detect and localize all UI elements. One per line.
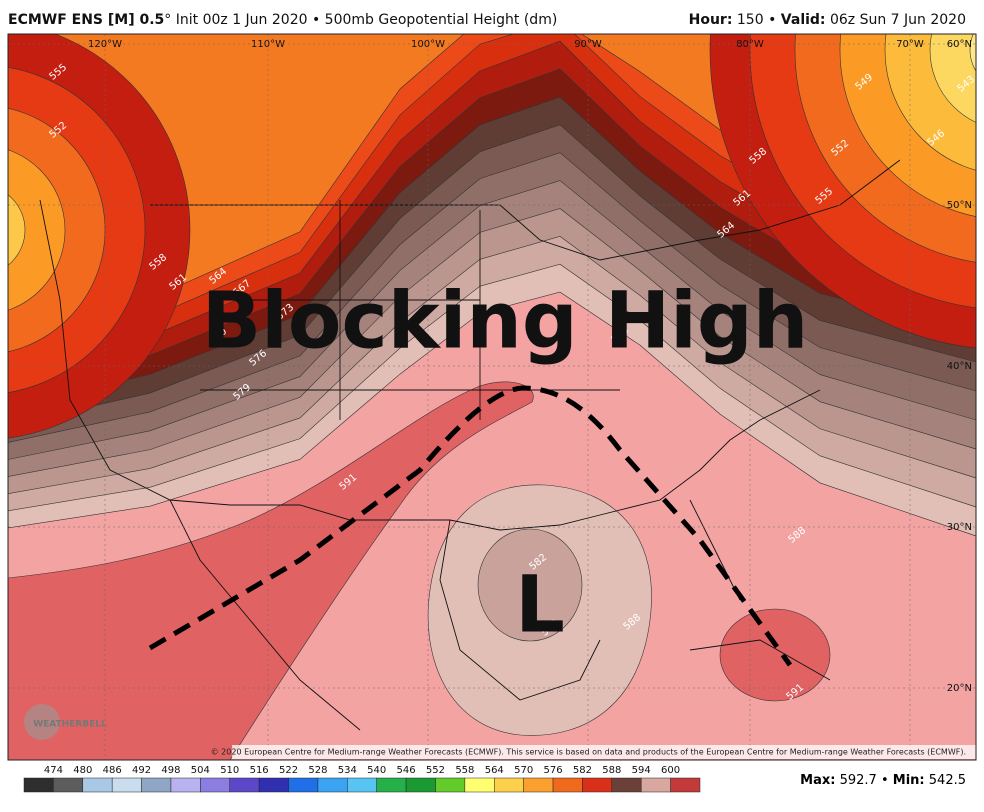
colorbar-label: 558 xyxy=(455,765,474,776)
min-value: 542.5 xyxy=(929,773,966,788)
longitude-label: 80°W xyxy=(736,39,764,50)
stats: Max: 592.7 • Min: 542.5 xyxy=(800,773,966,788)
low-annotation: L xyxy=(515,560,565,650)
colorbar-cell xyxy=(111,777,142,793)
border xyxy=(39,199,821,531)
degree: ° xyxy=(164,12,171,28)
colorbar-label: 588 xyxy=(602,765,621,776)
header-right: Hour: 150 • Valid: 06z Sun 7 Jun 2020 xyxy=(689,12,966,28)
colorbar-label: 534 xyxy=(338,765,357,776)
colorbar-label: 480 xyxy=(73,765,92,776)
logo: WEATHERBELL xyxy=(33,720,107,730)
valid-label: Valid: xyxy=(781,12,826,28)
colorbar-label: 492 xyxy=(132,765,151,776)
colorbar-cell xyxy=(494,777,524,793)
colorbar-cell xyxy=(640,777,671,793)
colorbar: 474 480 486 492 498 504 510 516 522 528 534 540 546 5… xyxy=(23,765,701,793)
colorbar-cell xyxy=(611,777,642,793)
low-band xyxy=(477,528,583,642)
map: 120°W 110°W 100°W 90°W 80°W 70°W 60°N 50°N 40°N 3… xyxy=(8,34,976,760)
border xyxy=(689,639,831,681)
model: ECMWF ENS [M] 0.5 xyxy=(8,12,164,28)
colorbar-cell xyxy=(82,777,113,793)
separator: • xyxy=(768,12,776,28)
border xyxy=(150,159,901,261)
colorbar-label: 474 xyxy=(44,765,63,776)
colorbar-cell xyxy=(258,777,289,793)
colorbar-label: 546 xyxy=(397,765,416,776)
colorbar-cell xyxy=(53,777,84,793)
longitude-label: 120°W xyxy=(88,39,122,50)
colorbar-label: 576 xyxy=(543,765,562,776)
colorbar-label: 516 xyxy=(250,765,269,776)
border xyxy=(169,499,361,731)
colorbar-cell xyxy=(170,777,201,793)
border xyxy=(439,519,601,701)
map-frame xyxy=(7,33,977,761)
colorbar-cell xyxy=(141,777,172,793)
max-label: Max: xyxy=(800,773,835,788)
max-value: 592.7 xyxy=(840,773,877,788)
colorbar-label: 600 xyxy=(661,765,680,776)
latitude-label: 50°N xyxy=(947,200,972,211)
latitude-label: 30°N xyxy=(947,522,972,533)
colorbar-cell xyxy=(582,777,613,793)
colorbar-label: 570 xyxy=(514,765,533,776)
high-band xyxy=(8,381,534,760)
colorbar-cell xyxy=(523,777,554,793)
colorbar-label: 498 xyxy=(161,765,180,776)
colorbar-cell xyxy=(23,777,54,793)
colorbar-label: 486 xyxy=(103,765,122,776)
colorbar-label: 522 xyxy=(279,765,298,776)
colorbar-cell xyxy=(288,777,319,793)
latitude-label: 60°N xyxy=(947,39,972,50)
colorbar-label: 582 xyxy=(573,765,592,776)
low-band xyxy=(8,194,26,266)
low-band xyxy=(8,149,66,311)
copyright: © 2020 European Centre for Medium-range … xyxy=(211,748,966,757)
low-band xyxy=(969,34,976,72)
hour: 150 xyxy=(737,12,764,28)
colorbar-cell xyxy=(405,777,436,793)
colorbar-cell xyxy=(435,777,466,793)
valid: 06z Sun 7 Jun 2020 xyxy=(830,12,966,28)
high-band xyxy=(719,608,831,702)
latitude-label: 40°N xyxy=(947,361,972,372)
hour-label: Hour: xyxy=(689,12,733,28)
latitude-label: 20°N xyxy=(947,683,972,694)
copyright-bg xyxy=(232,745,976,759)
colorbar-label: 594 xyxy=(632,765,651,776)
ridge-annotation: Blocking High xyxy=(202,276,809,366)
colorbar-label: 510 xyxy=(220,765,239,776)
description: Init 00z 1 Jun 2020 • 500mb Geopotential… xyxy=(176,12,558,28)
longitude-label: 100°W xyxy=(411,39,445,50)
border xyxy=(200,200,620,420)
ridge-axis xyxy=(148,385,793,667)
stats-separator: • xyxy=(881,773,889,788)
colorbar-label: 564 xyxy=(485,765,504,776)
colorbar-cell xyxy=(317,777,348,793)
low-band xyxy=(929,34,976,123)
min-label: Min: xyxy=(893,773,925,788)
border xyxy=(689,499,741,601)
longitude-label: 90°W xyxy=(574,39,602,50)
colorbar-cell xyxy=(229,777,260,793)
longitude-label: 70°W xyxy=(896,39,924,50)
colorbar-cell xyxy=(670,777,701,793)
colorbar-label: 504 xyxy=(191,765,210,776)
colorbar-label: 528 xyxy=(308,765,327,776)
colorbar-cell xyxy=(464,777,495,793)
header-left: ECMWF ENS [M] 0.5° Init 00z 1 Jun 2020 •… xyxy=(8,12,557,28)
longitude-label: 110°W xyxy=(251,39,285,50)
colorbar-cell xyxy=(376,777,407,793)
colorbar-cell xyxy=(552,777,583,793)
logo-icon xyxy=(24,704,60,740)
colorbar-label: 552 xyxy=(426,765,445,776)
colorbar-cell xyxy=(347,777,377,793)
colorbar-cell xyxy=(200,777,230,793)
colorbar-label: 540 xyxy=(367,765,386,776)
